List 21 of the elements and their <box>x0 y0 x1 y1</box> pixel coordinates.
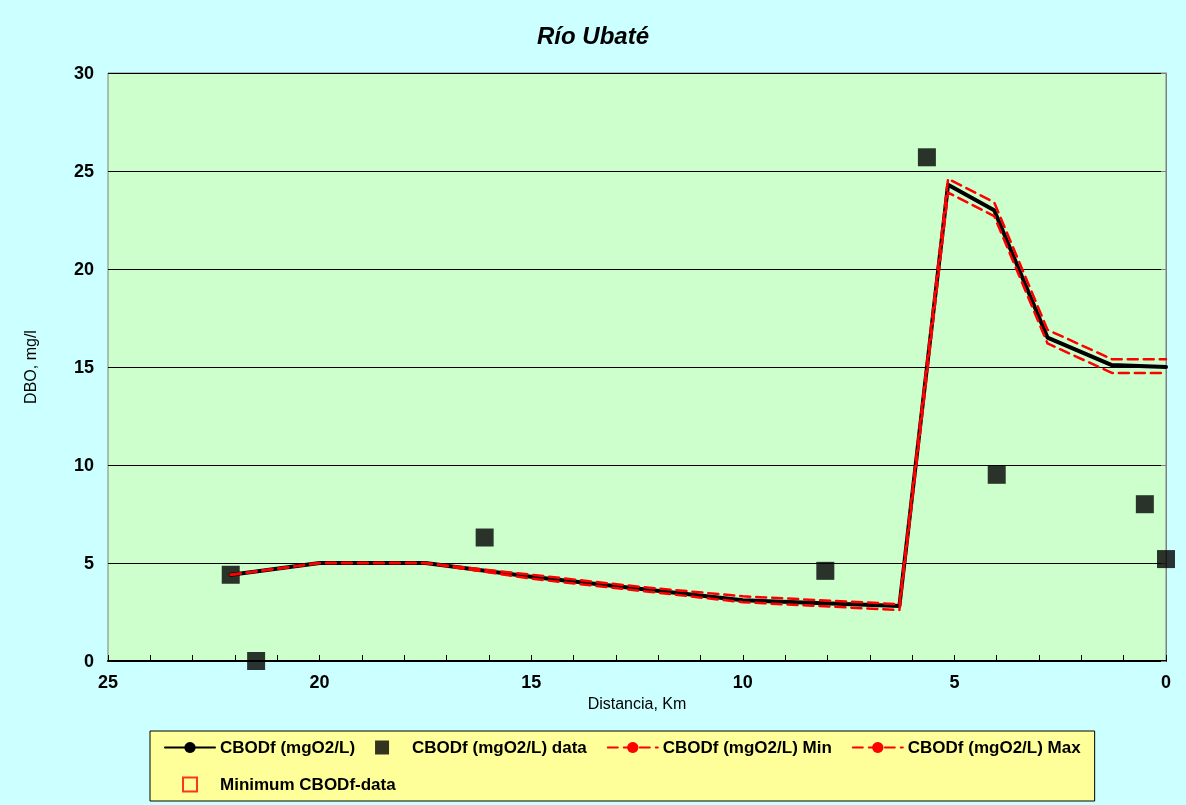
y-tick-label: 5 <box>83 553 94 573</box>
legend-label: Minimum CBODf-data <box>220 775 397 794</box>
legend-label: CBODf (mgO2/L) Max <box>907 738 1082 757</box>
y-axis-title: DBO, mg/l <box>21 330 39 404</box>
x-axis-title: Distancia, Km <box>587 695 687 713</box>
y-tick-label: 20 <box>73 259 94 279</box>
legend-label: CBODf (mgO2/L) Min <box>662 738 832 757</box>
x-tick-label: 5 <box>949 672 960 692</box>
x-tick-label: 20 <box>309 672 330 692</box>
x-tick-label: 0 <box>1160 672 1172 692</box>
x-tick-label: 25 <box>97 672 119 692</box>
x-tick-label: 15 <box>521 672 542 692</box>
x-tick-label: 10 <box>732 672 753 692</box>
y-tick-label: 0 <box>83 651 94 671</box>
y-tick-label: 10 <box>73 455 94 475</box>
y-tick-label: 25 <box>73 161 94 181</box>
legend-label: CBODf (mgO2/L) <box>220 738 356 757</box>
legend-label: CBODf (mgO2/L) data <box>412 738 588 757</box>
y-tick-label: 15 <box>73 357 94 377</box>
chart-title: Río Ubaté <box>536 21 650 49</box>
y-tick-label: 30 <box>73 63 94 83</box>
